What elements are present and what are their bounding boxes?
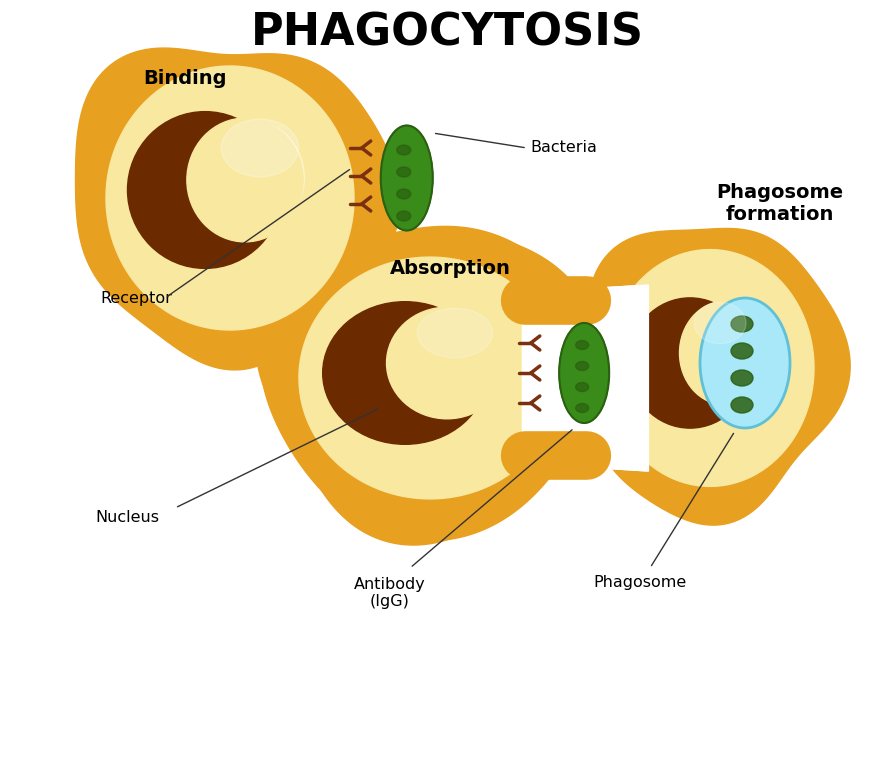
Ellipse shape [417,308,493,358]
Polygon shape [299,257,561,499]
Text: Absorption: Absorption [390,259,510,277]
Ellipse shape [196,121,304,236]
Text: Receptor: Receptor [100,290,172,306]
Ellipse shape [386,307,508,419]
Text: Binding: Binding [143,68,227,88]
Ellipse shape [731,397,753,413]
Ellipse shape [731,370,753,386]
Polygon shape [522,285,648,471]
Ellipse shape [381,125,433,230]
Polygon shape [106,66,354,330]
Ellipse shape [628,298,752,428]
Polygon shape [587,228,850,525]
Ellipse shape [128,111,283,268]
Ellipse shape [221,119,299,177]
Ellipse shape [397,167,410,177]
Polygon shape [606,250,814,486]
Ellipse shape [679,301,771,405]
Ellipse shape [694,303,746,344]
Ellipse shape [700,298,790,428]
Ellipse shape [731,316,753,332]
Ellipse shape [323,302,487,445]
Text: Phagosome: Phagosome [594,575,687,591]
Text: Antibody
(IgG): Antibody (IgG) [354,577,426,609]
Ellipse shape [187,118,303,242]
Text: PHAGOCYTOSIS: PHAGOCYTOSIS [250,12,644,55]
Polygon shape [522,285,648,471]
Polygon shape [260,230,600,541]
Text: Bacteria: Bacteria [530,141,597,155]
Ellipse shape [731,343,753,359]
Ellipse shape [397,145,410,155]
Text: Nucleus: Nucleus [95,511,159,525]
Ellipse shape [559,323,609,423]
Polygon shape [75,48,400,370]
Ellipse shape [576,382,588,392]
Ellipse shape [576,340,588,349]
Ellipse shape [397,189,410,199]
Polygon shape [257,227,591,545]
Text: Phagosome
formation: Phagosome formation [716,183,844,223]
Ellipse shape [576,362,588,370]
Ellipse shape [576,403,588,412]
Ellipse shape [397,211,410,221]
